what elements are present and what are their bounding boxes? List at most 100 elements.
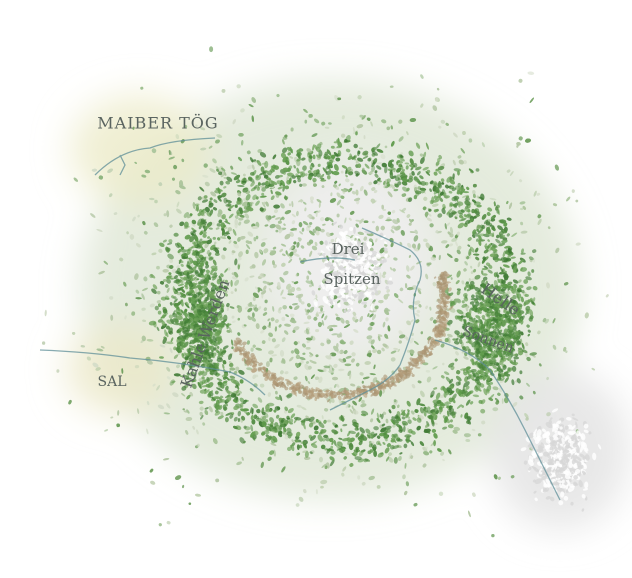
speckle bbox=[253, 307, 259, 312]
speckle bbox=[413, 502, 418, 507]
speckle bbox=[232, 320, 236, 323]
speckle bbox=[181, 393, 186, 397]
speckle bbox=[231, 346, 234, 350]
speckle bbox=[518, 78, 523, 83]
speckle bbox=[261, 259, 267, 266]
speckle bbox=[399, 287, 404, 292]
speckle bbox=[450, 277, 453, 280]
speckle bbox=[391, 210, 396, 214]
speckle bbox=[277, 309, 282, 314]
speckle bbox=[262, 325, 267, 330]
speckle bbox=[304, 119, 308, 124]
speckle bbox=[290, 350, 295, 354]
speckle bbox=[116, 423, 120, 428]
speckle bbox=[202, 174, 209, 178]
speckle bbox=[104, 429, 109, 432]
speckle bbox=[525, 138, 531, 143]
speckle bbox=[196, 443, 200, 448]
speckle bbox=[298, 496, 304, 502]
speckle bbox=[257, 306, 262, 311]
speckle bbox=[340, 170, 344, 174]
speckle bbox=[262, 312, 268, 316]
speckle bbox=[183, 124, 188, 129]
speckle bbox=[440, 119, 446, 124]
speckle bbox=[544, 318, 550, 324]
speckle bbox=[195, 493, 201, 497]
speckle bbox=[377, 181, 381, 186]
speckle bbox=[413, 235, 419, 242]
speckle bbox=[361, 399, 365, 404]
speckle bbox=[591, 367, 596, 371]
speckle bbox=[575, 199, 579, 203]
speckle bbox=[300, 406, 307, 411]
speckle bbox=[438, 491, 444, 496]
speckle bbox=[525, 417, 529, 421]
speckle bbox=[299, 356, 306, 361]
speckle bbox=[295, 210, 299, 217]
speckle bbox=[269, 223, 276, 229]
speckle bbox=[328, 122, 332, 125]
speckle bbox=[298, 297, 302, 303]
speckle bbox=[296, 241, 300, 248]
speckle bbox=[234, 279, 240, 286]
speckle bbox=[498, 387, 502, 393]
speckle bbox=[213, 241, 217, 245]
speckle bbox=[381, 274, 386, 279]
speckle bbox=[401, 207, 407, 212]
speckle bbox=[575, 242, 581, 246]
speckle bbox=[393, 257, 398, 261]
speckle bbox=[176, 201, 180, 208]
speckle bbox=[136, 408, 140, 414]
speckle bbox=[529, 97, 535, 104]
speckle bbox=[182, 484, 185, 489]
speckle bbox=[275, 229, 279, 233]
speckle bbox=[303, 321, 310, 324]
speckle bbox=[566, 196, 571, 202]
speckle bbox=[247, 307, 253, 313]
speckle bbox=[322, 278, 327, 283]
speckle bbox=[233, 243, 239, 249]
speckle bbox=[302, 343, 306, 348]
speckle bbox=[302, 201, 307, 205]
speckle bbox=[454, 257, 459, 263]
speckle bbox=[305, 361, 310, 364]
speckle bbox=[208, 406, 213, 413]
speckle bbox=[214, 252, 220, 256]
speckle bbox=[371, 314, 377, 321]
speckle bbox=[202, 422, 206, 426]
speckle bbox=[481, 142, 485, 148]
speckle bbox=[489, 197, 497, 201]
speckle bbox=[477, 261, 481, 268]
speckle bbox=[135, 289, 140, 294]
speckle bbox=[166, 376, 171, 380]
speckle bbox=[305, 280, 313, 284]
speckle bbox=[536, 192, 541, 196]
speckle bbox=[451, 237, 458, 242]
speckle bbox=[240, 108, 245, 113]
speckle bbox=[470, 265, 473, 269]
speckle bbox=[182, 408, 185, 411]
speckle bbox=[357, 475, 361, 480]
speckle bbox=[464, 261, 468, 266]
speckle bbox=[244, 213, 250, 219]
speckle bbox=[310, 279, 314, 287]
speckle bbox=[291, 303, 299, 306]
speckle bbox=[409, 337, 414, 344]
speckle bbox=[298, 257, 302, 261]
speckle bbox=[398, 330, 403, 336]
speckle bbox=[175, 134, 180, 140]
speckle bbox=[324, 126, 330, 129]
speckle bbox=[246, 150, 251, 155]
speckle bbox=[173, 164, 178, 170]
speckle bbox=[546, 412, 551, 417]
speckle bbox=[448, 243, 454, 247]
speckle bbox=[584, 312, 589, 319]
speckle bbox=[304, 375, 308, 382]
speckle bbox=[289, 356, 294, 362]
speckle bbox=[419, 153, 424, 157]
speckle bbox=[406, 265, 410, 272]
speckle bbox=[371, 165, 376, 173]
speckle bbox=[552, 344, 557, 350]
speckle bbox=[321, 319, 325, 326]
speckle bbox=[349, 340, 354, 345]
